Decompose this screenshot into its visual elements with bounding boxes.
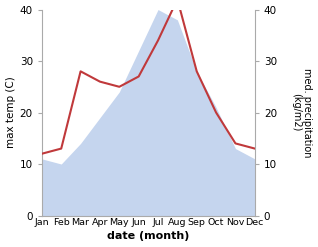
Y-axis label: med. precipitation
(kg/m2): med. precipitation (kg/m2) [291,68,313,157]
X-axis label: date (month): date (month) [107,231,190,242]
Y-axis label: max temp (C): max temp (C) [5,77,16,148]
